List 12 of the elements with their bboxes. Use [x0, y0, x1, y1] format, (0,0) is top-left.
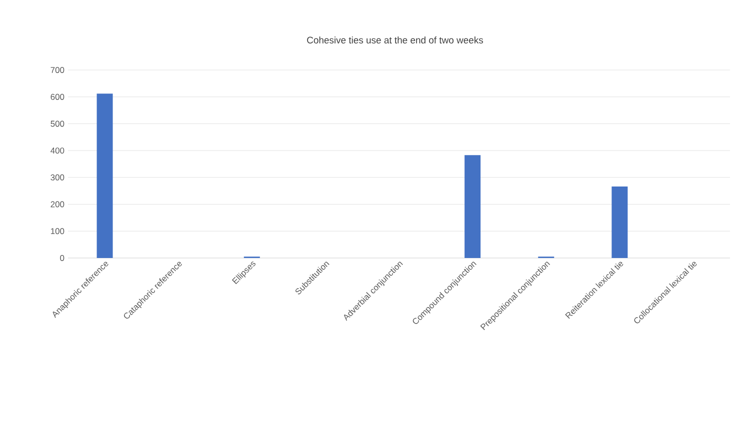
- y-tick-label: 200: [50, 201, 64, 208]
- y-tick-label: 400: [50, 148, 64, 154]
- y-tick-label: 700: [50, 67, 64, 73]
- chart-title: Cohesive ties use at the end of two weeks: [307, 36, 484, 44]
- y-tick-label: 0: [60, 255, 64, 261]
- bar: [612, 186, 628, 258]
- y-tick-label: 500: [50, 120, 64, 127]
- y-tick-label: 600: [50, 94, 64, 100]
- bar: [96, 94, 113, 258]
- bar: [464, 155, 481, 258]
- y-tick-label: 100: [50, 228, 64, 234]
- y-tick-label: 300: [50, 174, 64, 180]
